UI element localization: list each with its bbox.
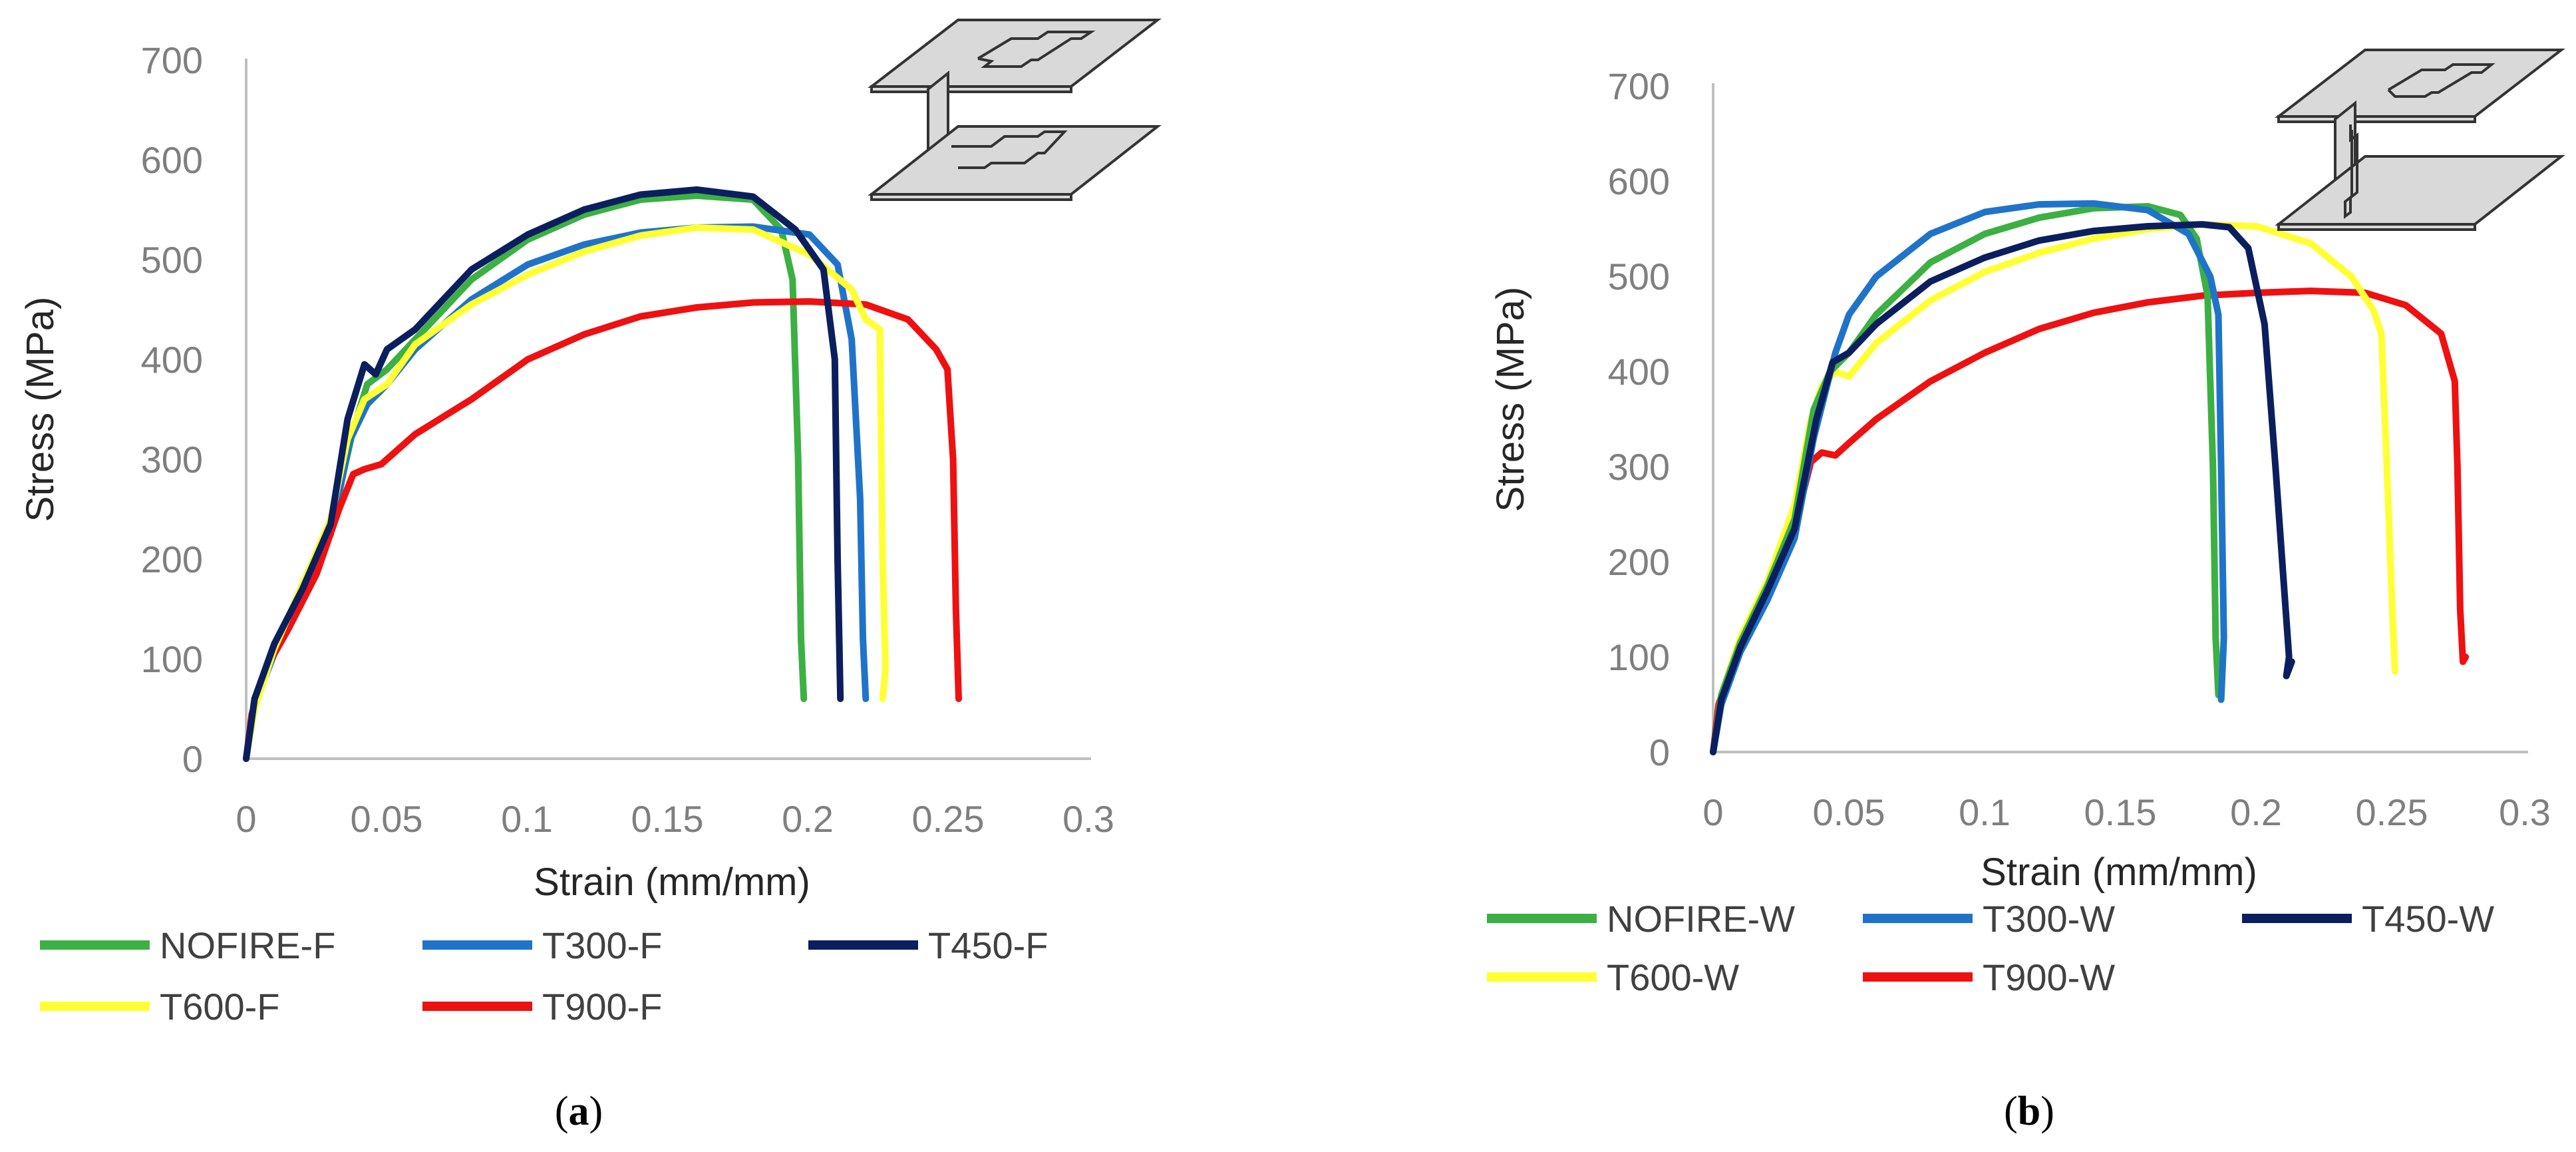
panel-b-legend-label-t900-w: T900-W	[1983, 956, 2115, 998]
panel-a-x-tick: 0	[236, 798, 256, 840]
panel-b-x-tick: 0.05	[1813, 791, 1885, 833]
panel-a-y-tick: 700	[141, 39, 203, 81]
panel-b-x-tick: 0.15	[2084, 791, 2157, 833]
panel-b-x-tick: 0.3	[2499, 791, 2551, 833]
panel-a: 0 100 200 300 400 500 600 700 0 0.05 0.1…	[19, 19, 1162, 1134]
panel-b-y-tick: 600	[1608, 160, 1670, 202]
panel-b-legend-label-t300-w: T300-W	[1983, 898, 2115, 940]
panel-b-y-tick: 300	[1608, 446, 1670, 488]
panel-a-y-axis-title: Stress (MPa)	[19, 297, 62, 522]
panel-b-y-tick: 500	[1608, 256, 1670, 297]
panel-a-series	[243, 186, 962, 762]
panel-b-y-tick: 400	[1608, 351, 1670, 393]
panel-b-series-t300-w	[1710, 200, 2227, 755]
panel-a-legend-label-t450-f: T450-F	[928, 924, 1048, 966]
panel-b-specimen-illustration	[2275, 49, 2565, 231]
panel-a-legend-label-t600-f: T600-F	[160, 986, 280, 1028]
panel-a-y-tick: 100	[141, 638, 203, 680]
panel-b: 0 100 200 300 400 500 600 700 0 0.05 0.1…	[1487, 49, 2565, 1134]
panel-a-series-nofire-f	[243, 192, 808, 762]
panel-b-series	[1710, 200, 2470, 755]
panel-a-x-axis-title: Strain (mm/mm)	[534, 861, 810, 904]
panel-b-caption: (b)	[2004, 1089, 2054, 1134]
panel-b-x-tick: 0	[1702, 791, 1723, 833]
panel-b-x-axis-title: Strain (mm/mm)	[1981, 851, 2257, 894]
panel-a-caption-letter: a	[569, 1089, 589, 1134]
panel-a-x-tick: 0.15	[631, 798, 704, 840]
panel-a-x-tick: 0.05	[351, 798, 423, 840]
panel-a-series-t900-f	[243, 298, 962, 762]
panel-b-x-tick: 0.2	[2230, 791, 2282, 833]
panel-b-series-t900-w	[1710, 288, 2470, 755]
panel-a-x-tick: 0.25	[912, 798, 985, 840]
panel-b-y-tick: 700	[1608, 65, 1670, 107]
panel-a-legend-label-nofire-f: NOFIRE-F	[160, 924, 335, 966]
panel-b-y-tick: 100	[1608, 636, 1670, 678]
panel-a-caption: (a)	[555, 1089, 603, 1134]
panel-a-y-tick: 600	[141, 139, 203, 181]
panel-a-y-tick: 0	[182, 738, 203, 780]
panel-a-legend: NOFIRE-F T300-F T450-F T600-F T900-F	[40, 924, 1048, 1028]
panel-b-x-tick: 0.25	[2356, 791, 2428, 833]
panel-b-series-t600-w	[1710, 221, 2398, 755]
panel-a-legend-label-t300-f: T300-F	[542, 924, 663, 966]
panel-b-x-ticks: 0 0.05 0.1 0.15 0.2 0.25 0.3	[1702, 791, 2551, 833]
panel-b-legend-label-t450-w: T450-W	[2362, 898, 2494, 940]
panel-a-y-ticks: 0 100 200 300 400 500 600 700	[141, 39, 203, 780]
panel-b-y-axis-title: Stress (MPa)	[1489, 287, 1532, 512]
panel-b-legend: NOFIRE-W T300-W T450-W T600-W T900-W	[1487, 898, 2494, 998]
panel-b-y-tick: 200	[1608, 541, 1670, 583]
panel-a-y-tick: 500	[141, 239, 203, 281]
panel-a-specimen-illustration	[868, 19, 1162, 201]
panel-b-y-tick: 0	[1649, 731, 1670, 773]
panel-a-y-tick: 200	[141, 538, 203, 580]
panel-a-series-t450-f	[243, 186, 844, 762]
panel-a-y-tick: 300	[141, 439, 203, 480]
panel-a-x-tick: 0.2	[782, 798, 834, 840]
panel-b-legend-label-t600-w: T600-W	[1607, 956, 1739, 998]
panel-a-legend-label-t900-f: T900-F	[542, 986, 663, 1028]
panel-b-legend-label-nofire-w: NOFIRE-W	[1607, 898, 1795, 940]
panel-b-series-nofire-w	[1710, 203, 2222, 755]
panel-a-x-ticks: 0 0.05 0.1 0.15 0.2 0.25 0.3	[236, 798, 1114, 840]
panel-b-x-tick: 0.1	[1959, 791, 2011, 833]
panel-b-y-ticks: 0 100 200 300 400 500 600 700	[1608, 65, 1670, 773]
panel-a-x-tick: 0.3	[1062, 798, 1114, 840]
panel-b-series-t450-w	[1710, 221, 2295, 755]
panel-a-y-tick: 400	[141, 339, 203, 381]
panel-a-x-tick: 0.1	[501, 798, 553, 840]
panel-b-caption-letter: b	[2018, 1089, 2040, 1134]
